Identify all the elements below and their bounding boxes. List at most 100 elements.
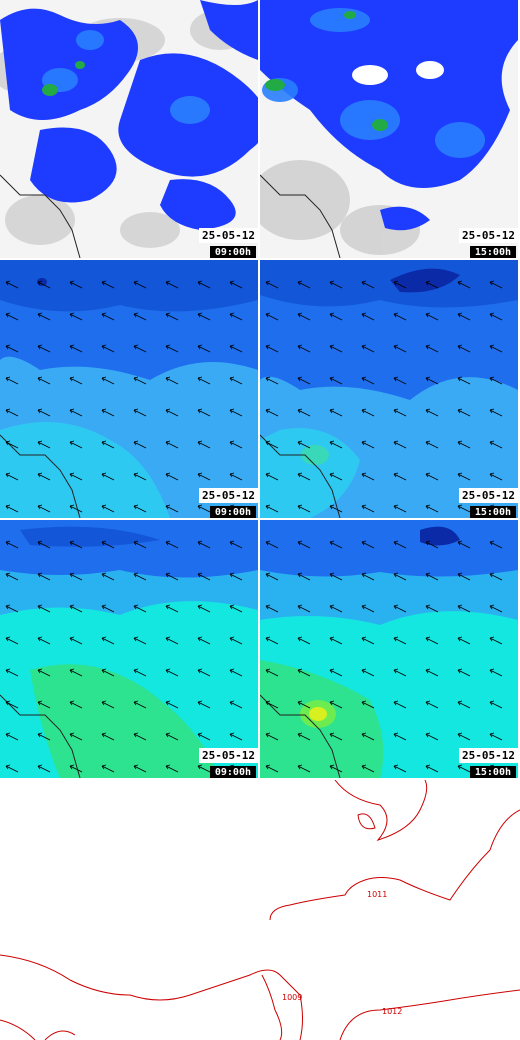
wind-arrow [101,505,115,513]
wind-arrow-head [265,376,271,382]
wind-arrow [329,409,343,417]
wind-arrow-head [165,280,171,286]
wind-arrow [329,473,343,481]
wind-arrow-head [197,540,203,546]
wind-arrow-head [165,764,171,770]
wind-arrow [197,345,211,353]
wind-arrow-head [329,572,335,578]
wind-arrow-head [361,700,367,706]
wind-arrow [37,573,51,581]
wind-arrow [37,701,51,709]
wind-arrow-head [101,344,107,350]
wind-arrow [133,573,147,581]
wind-arrow [265,505,279,513]
wind-arrow-head [265,504,271,510]
wind-arrow [265,669,279,677]
wind-arrow [37,281,51,289]
wind-arrow-head [393,312,399,318]
wind-arrow-head [69,408,75,414]
wind-arrow-head [101,572,107,578]
wind-arrow [329,669,343,677]
time-label: 09:00h [209,766,256,778]
wind-arrow-head [457,604,463,610]
wind-arrow-head [165,376,171,382]
wind-arrow-head [393,732,399,738]
wind-arrow-head [229,440,235,446]
wind-arrow-head [297,668,303,674]
wind-arrow-head [489,604,495,610]
wind-arrow-head [133,764,139,770]
wind-arrow-head [101,312,107,318]
wind-arrow [489,441,503,449]
wind-arrow-head [297,732,303,738]
wind-arrow [361,701,375,709]
wind-arrow [165,765,179,773]
wind-arrow [101,701,115,709]
isobar-label: 1011 [367,890,387,899]
wind-arrow-head [5,376,11,382]
wind-arrow-head [37,668,43,674]
wind-arrow-head [229,344,235,350]
wave-map-0900 [0,520,258,778]
wind-arrow [101,281,115,289]
wind-arrow [5,637,19,645]
wind-arrow [265,441,279,449]
wind-arrow-head [165,472,171,478]
wind-arrow-head [133,440,139,446]
wind-arrow [329,573,343,581]
wind-arrow-head [37,408,43,414]
wind-arrow [489,377,503,385]
wind-arrow [297,281,311,289]
wind-arrow-head [297,344,303,350]
wind-arrow-head [457,408,463,414]
wind-arrow [37,605,51,613]
wind-arrow [197,669,211,677]
wind-arrow-head [5,312,11,318]
wind-arrow-head [425,604,431,610]
wind-arrow-head [229,540,235,546]
wind-arrow-head [425,376,431,382]
wind-arrow-head [229,732,235,738]
wind-arrow [69,669,83,677]
wind-arrow-head [265,732,271,738]
wind-arrow-head [69,440,75,446]
wind-arrow-head [101,764,107,770]
date-label: 25-05-12 [459,488,518,503]
wind-arrow [69,701,83,709]
wind-arrow [5,733,19,741]
wind-arrow [165,377,179,385]
wind-arrow [5,441,19,449]
wind-arrow-head [329,280,335,286]
wind-arrow-head [425,472,431,478]
wind-arrow [133,377,147,385]
isobar-label: 1009 [282,993,302,1002]
wind-arrow-head [489,376,495,382]
wind-arrow-head [37,732,43,738]
wind-arrow-head [37,700,43,706]
wind-arrow [393,701,407,709]
wind-arrow-head [265,472,271,478]
wind-arrow [5,313,19,321]
wind-arrow [265,313,279,321]
pressure-isobar-panel: 1011 1009 1012 [0,780,520,1040]
wind-arrow [489,473,503,481]
wind-arrow-head [133,376,139,382]
wind-arrow-head [329,732,335,738]
wind-arrow-head [297,572,303,578]
wind-arrow-head [297,764,303,770]
wind-arrow [489,701,503,709]
wind-arrow-head [329,668,335,674]
wind-arrow-head [69,504,75,510]
wind-arrow [489,733,503,741]
wind-arrow [393,281,407,289]
wind-arrow [37,313,51,321]
wind-arrow-head [101,376,107,382]
wind-arrow [297,313,311,321]
wind-arrow-head [5,344,11,350]
wind-arrow-head [37,764,43,770]
wind-arrow [457,701,471,709]
precip-map-panel-1500: 25-05-12 15:00h [260,0,518,258]
wind-arrow-head [5,764,11,770]
wind-arrow [229,669,243,677]
